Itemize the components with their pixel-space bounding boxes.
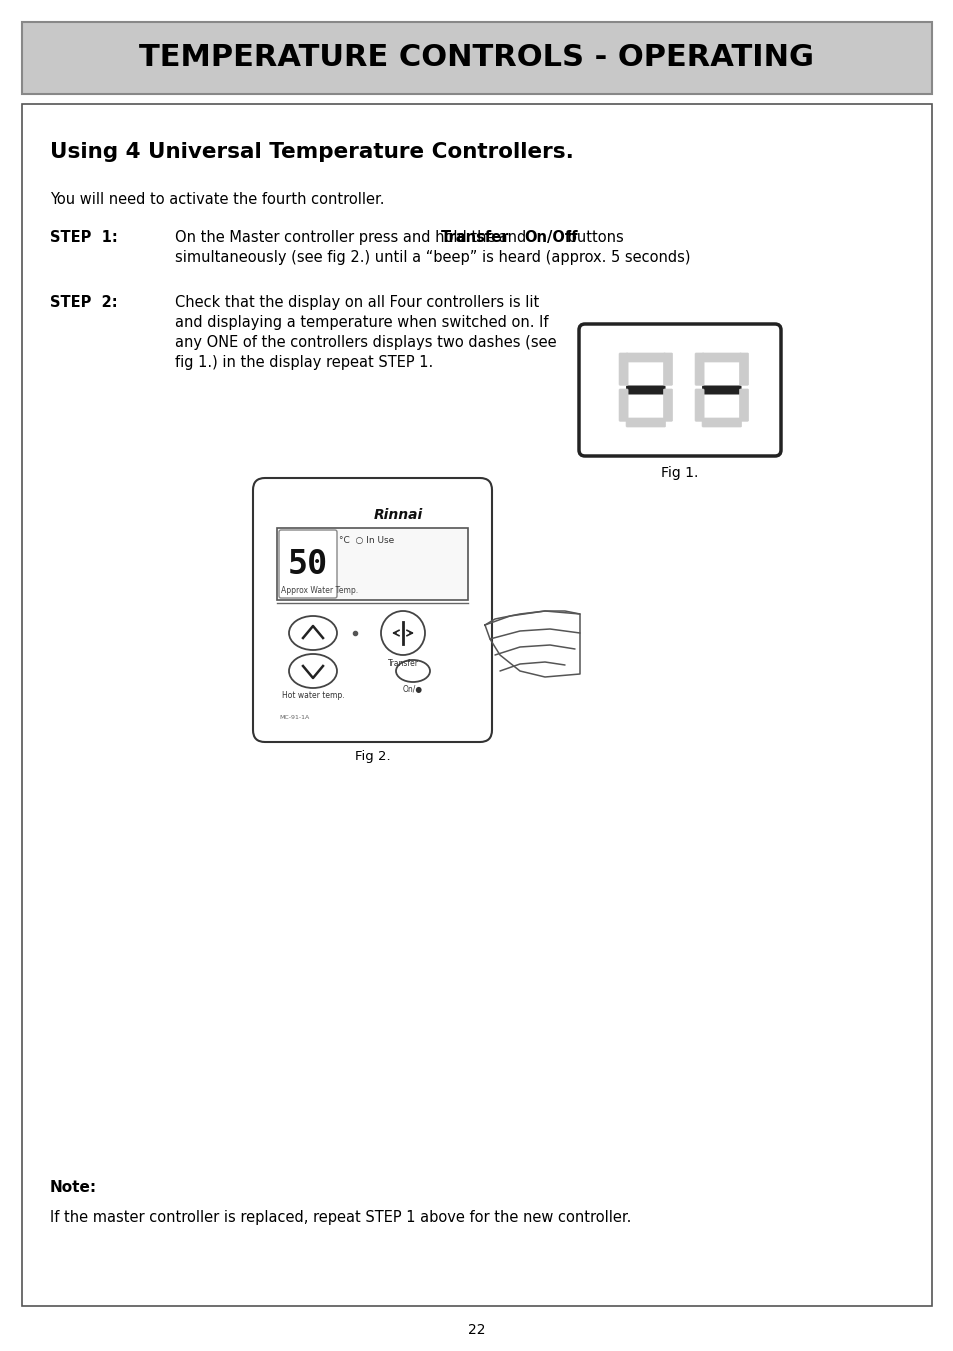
Text: MC-91-1A: MC-91-1A bbox=[278, 715, 309, 720]
Text: You will need to activate the fourth controller.: You will need to activate the fourth con… bbox=[50, 192, 384, 207]
Ellipse shape bbox=[289, 616, 336, 650]
FancyBboxPatch shape bbox=[578, 324, 781, 457]
FancyBboxPatch shape bbox=[695, 353, 703, 385]
FancyBboxPatch shape bbox=[663, 389, 672, 422]
Text: Transfer: Transfer bbox=[387, 659, 418, 667]
FancyBboxPatch shape bbox=[625, 385, 665, 394]
Text: 22: 22 bbox=[468, 1323, 485, 1337]
Text: simultaneously (see fig 2.) until a “beep” is heard (approx. 5 seconds): simultaneously (see fig 2.) until a “bee… bbox=[174, 250, 690, 265]
Text: Rinnai: Rinnai bbox=[374, 508, 422, 521]
FancyBboxPatch shape bbox=[701, 417, 740, 427]
Text: Using 4 Universal Temperature Controllers.: Using 4 Universal Temperature Controller… bbox=[50, 142, 574, 162]
Bar bbox=[276, 528, 468, 600]
FancyBboxPatch shape bbox=[739, 389, 748, 422]
FancyBboxPatch shape bbox=[701, 385, 740, 394]
FancyBboxPatch shape bbox=[618, 353, 627, 385]
Text: any ONE of the controllers displays two dashes (see: any ONE of the controllers displays two … bbox=[174, 335, 556, 350]
Text: °C  ○ In Use: °C ○ In Use bbox=[338, 536, 394, 544]
Text: 50: 50 bbox=[288, 547, 328, 581]
FancyBboxPatch shape bbox=[278, 530, 336, 598]
Ellipse shape bbox=[289, 654, 336, 688]
Text: Hot water temp.: Hot water temp. bbox=[281, 690, 344, 700]
Text: TEMPERATURE CONTROLS - OPERATING: TEMPERATURE CONTROLS - OPERATING bbox=[139, 43, 814, 73]
Text: buttons: buttons bbox=[562, 230, 623, 245]
Text: Fig 2.: Fig 2. bbox=[355, 750, 390, 763]
Ellipse shape bbox=[395, 661, 430, 682]
FancyBboxPatch shape bbox=[618, 389, 627, 422]
FancyBboxPatch shape bbox=[739, 353, 748, 385]
FancyBboxPatch shape bbox=[663, 353, 672, 385]
Text: and: and bbox=[493, 230, 530, 245]
FancyBboxPatch shape bbox=[695, 389, 703, 422]
FancyBboxPatch shape bbox=[625, 417, 665, 427]
Text: Check that the display on all Four controllers is lit: Check that the display on all Four contr… bbox=[174, 295, 538, 309]
FancyBboxPatch shape bbox=[22, 22, 931, 95]
Text: STEP  1:: STEP 1: bbox=[50, 230, 117, 245]
Text: and displaying a temperature when switched on. If: and displaying a temperature when switch… bbox=[174, 315, 548, 330]
Text: Approx Water Temp.: Approx Water Temp. bbox=[281, 586, 357, 594]
Text: Fig 1.: Fig 1. bbox=[660, 466, 698, 480]
Circle shape bbox=[380, 611, 424, 655]
FancyBboxPatch shape bbox=[625, 353, 665, 362]
Text: If the master controller is replaced, repeat STEP 1 above for the new controller: If the master controller is replaced, re… bbox=[50, 1210, 631, 1225]
Text: STEP  2:: STEP 2: bbox=[50, 295, 117, 309]
FancyBboxPatch shape bbox=[253, 478, 492, 742]
Text: On/●: On/● bbox=[402, 685, 422, 694]
Bar bbox=[22, 104, 931, 1306]
Text: Note:: Note: bbox=[50, 1179, 97, 1196]
Text: On the Master controller press and hold the: On the Master controller press and hold … bbox=[174, 230, 499, 245]
Text: On/Off: On/Off bbox=[523, 230, 577, 245]
Text: Transfer: Transfer bbox=[440, 230, 509, 245]
FancyBboxPatch shape bbox=[701, 353, 740, 362]
Text: fig 1.) in the display repeat STEP 1.: fig 1.) in the display repeat STEP 1. bbox=[174, 355, 433, 370]
